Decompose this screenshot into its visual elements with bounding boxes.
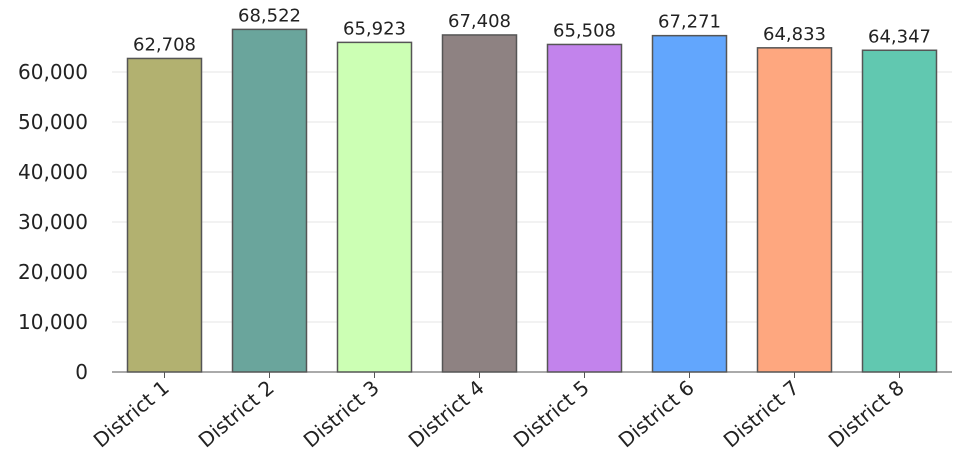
- x-tick-label: District 3: [299, 375, 384, 452]
- data-label: 67,408: [448, 11, 511, 32]
- data-label: 62,708: [133, 34, 196, 55]
- data-label: 68,522: [238, 5, 301, 26]
- y-tick-label: 50,000: [18, 110, 88, 134]
- y-tick-label: 40,000: [18, 160, 88, 184]
- x-tick-label: District 6: [614, 375, 699, 452]
- bar: [546, 43, 623, 373]
- y-tick-label: 0: [75, 360, 88, 384]
- bars: [126, 28, 938, 373]
- y-tick-label: 10,000: [18, 310, 88, 334]
- data-label: 65,508: [553, 20, 616, 41]
- y-tick-label: 60,000: [18, 60, 88, 84]
- data-label: 64,833: [763, 24, 826, 45]
- data-label: 67,271: [658, 12, 721, 33]
- x-tick-label: District 8: [824, 375, 909, 452]
- x-tick-label: District 5: [509, 375, 594, 452]
- bar: [756, 47, 833, 373]
- x-tick-label: District 1: [89, 375, 174, 452]
- x-tick-label: District 4: [404, 375, 489, 452]
- data-labels: 62,708 68,522 65,923 67,408 65,508 67,271 64,8…: [133, 5, 931, 55]
- x-tick-label: District 2: [194, 375, 279, 452]
- y-axis-ticks: 0 10,000 20,000 30,000 40,000 50,000 60,000: [18, 60, 88, 384]
- y-tick-label: 20,000: [18, 260, 88, 284]
- y-tick-label: 30,000: [18, 210, 88, 234]
- bar: [441, 34, 518, 373]
- bar: [231, 28, 308, 373]
- bar: [336, 41, 413, 373]
- data-label: 65,923: [343, 18, 406, 39]
- data-label: 64,347: [868, 26, 931, 47]
- bar: [861, 49, 938, 373]
- x-tick-label: District 7: [719, 375, 804, 452]
- x-axis-ticks: District 1 District 2 District 3 District 4…: [89, 372, 909, 452]
- bar: [651, 34, 728, 373]
- bar: [126, 57, 203, 373]
